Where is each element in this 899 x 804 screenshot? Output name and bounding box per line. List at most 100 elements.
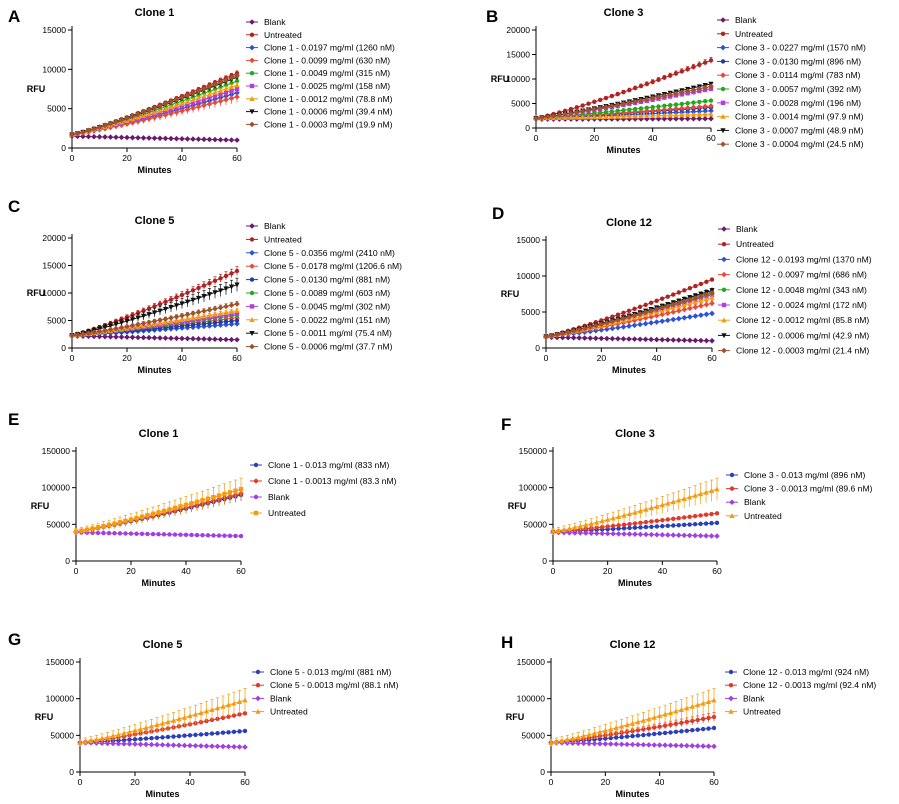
data-point <box>682 288 687 293</box>
data-point <box>708 115 714 122</box>
series-line <box>71 72 238 136</box>
data-point <box>592 111 597 116</box>
data-point <box>234 282 240 288</box>
panel-letter: C <box>8 197 20 216</box>
y-tick-label: 0 <box>69 767 74 777</box>
legend-swatch-marker <box>249 331 255 336</box>
data-point <box>603 104 609 110</box>
y-axis-label: RFU <box>491 74 510 84</box>
data-point <box>234 72 240 79</box>
data-point <box>654 298 659 303</box>
data-point <box>152 304 157 309</box>
data-point <box>615 324 621 331</box>
data-point <box>242 744 248 750</box>
series-0 <box>543 334 715 344</box>
data-point <box>140 135 147 141</box>
x-tick-label: 0 <box>551 566 556 576</box>
data-point <box>675 532 682 539</box>
data-point <box>696 111 702 117</box>
data-point <box>608 726 614 732</box>
y-tick-label: 150000 <box>517 657 546 667</box>
data-point <box>673 116 679 122</box>
data-point <box>687 297 693 303</box>
data-point <box>600 524 605 530</box>
data-point <box>190 322 196 328</box>
data-point <box>151 310 158 316</box>
data-point <box>714 486 720 492</box>
panel-letter: B <box>486 7 498 26</box>
data-point <box>207 95 212 100</box>
data-point <box>681 337 688 343</box>
data-point <box>673 708 679 714</box>
data-point <box>195 95 202 101</box>
data-point <box>162 335 169 341</box>
x-axis-label: Minutes <box>606 145 640 155</box>
data-point <box>69 332 75 339</box>
legend-swatch-marker <box>255 708 261 714</box>
series-3 <box>548 688 717 747</box>
y-tick-label: 100000 <box>42 483 71 493</box>
data-point <box>703 292 710 298</box>
legend-swatch-marker <box>249 250 255 256</box>
data-point <box>629 741 636 748</box>
x-tick-label: 60 <box>232 353 242 363</box>
data-point <box>690 108 697 115</box>
data-point <box>184 98 191 104</box>
data-point <box>223 137 229 143</box>
data-point <box>176 733 182 739</box>
data-point <box>649 107 656 114</box>
data-point <box>129 113 136 119</box>
data-point <box>234 336 240 343</box>
y-tick-label: 10000 <box>506 74 530 84</box>
data-point <box>703 296 710 302</box>
data-point <box>146 319 152 326</box>
data-point <box>123 531 128 536</box>
data-point <box>204 731 209 737</box>
data-point <box>195 314 202 320</box>
data-point <box>610 523 616 529</box>
data-point <box>211 494 216 500</box>
data-point <box>679 720 684 726</box>
data-point <box>234 311 240 316</box>
data-point <box>170 742 177 748</box>
data-point <box>667 710 674 716</box>
data-point <box>702 60 708 65</box>
data-point <box>692 313 699 319</box>
legend-label: Clone 12 - 0.0012 mg/ml (85.8 nM) <box>736 315 869 325</box>
data-point <box>220 715 226 720</box>
data-point <box>652 731 657 737</box>
data-point <box>74 331 81 338</box>
data-point <box>234 82 240 88</box>
legend-label: Blank <box>270 693 292 703</box>
data-point <box>678 706 684 712</box>
data-point <box>659 305 665 311</box>
legend-label: Clone 12 - 0.0024 mg/ml (172 nM) <box>736 300 867 310</box>
data-point <box>543 333 549 340</box>
data-point <box>653 306 660 313</box>
data-point <box>172 532 178 537</box>
data-point <box>231 743 237 750</box>
data-point <box>698 521 703 527</box>
data-point <box>134 531 139 536</box>
data-point <box>572 530 578 536</box>
data-point <box>621 310 626 316</box>
data-point <box>614 102 621 108</box>
data-point <box>605 516 611 522</box>
legend-swatch-marker <box>721 347 727 354</box>
data-point <box>238 533 244 539</box>
data-point <box>223 319 229 324</box>
data-point <box>679 69 685 74</box>
data-point <box>212 278 218 283</box>
data-point <box>107 120 114 127</box>
data-point <box>662 711 668 717</box>
data-point <box>118 117 125 123</box>
data-point <box>711 714 717 720</box>
data-point <box>708 111 714 117</box>
data-point <box>638 116 644 122</box>
data-point <box>609 318 616 325</box>
data-point <box>668 730 673 735</box>
data-point <box>603 109 609 115</box>
data-point <box>174 105 179 110</box>
data-point <box>574 105 580 110</box>
data-point <box>670 305 676 311</box>
